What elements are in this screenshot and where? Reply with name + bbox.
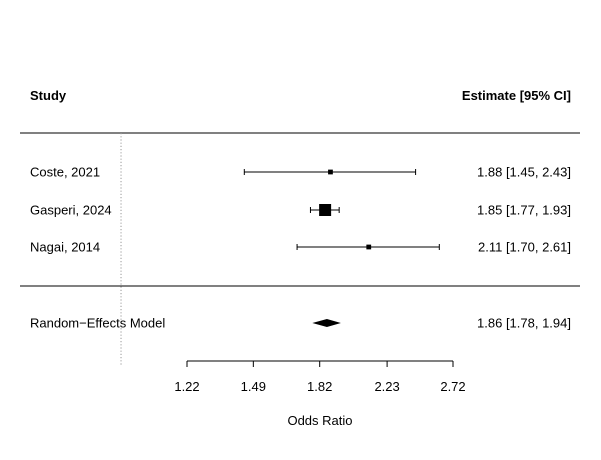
x-tick-label: 2.72 [440, 379, 465, 394]
column-headers: Study Estimate [95% CI] [30, 88, 571, 103]
x-axis-label: Odds Ratio [287, 413, 352, 428]
x-axis: 1.22 1.49 1.82 2.23 2.72 [174, 360, 466, 394]
study-column-header: Study [30, 88, 67, 103]
estimate-text: 2.11 [1.70, 2.61] [478, 240, 571, 255]
summary-diamond [312, 319, 341, 327]
estimate-column-header: Estimate [95% CI] [462, 88, 571, 103]
summary-estimate-text: 1.86 [1.78, 1.94] [477, 316, 571, 331]
x-tick-label: 1.22 [174, 379, 199, 394]
x-tick-label: 1.49 [241, 379, 266, 394]
summary-row: Random−Effects Model 1.86 [1.78, 1.94] [30, 316, 571, 331]
estimate-text: 1.85 [1.77, 1.93] [477, 203, 571, 218]
x-tick-label: 2.23 [374, 379, 399, 394]
study-label: Nagai, 2014 [30, 240, 100, 255]
point-estimate [319, 204, 332, 216]
point-estimate [366, 244, 372, 250]
study-rows: Coste, 2021 1.88 [1.45, 2.43] Gasperi, 202… [30, 165, 571, 255]
summary-label: Random−Effects Model [30, 316, 165, 331]
study-label: Gasperi, 2024 [30, 203, 112, 218]
estimate-text: 1.88 [1.45, 2.43] [477, 165, 571, 180]
rule-lines [20, 132, 580, 287]
x-tick-label: 1.82 [307, 379, 332, 394]
study-label: Coste, 2021 [30, 165, 100, 180]
point-estimate [328, 169, 333, 175]
